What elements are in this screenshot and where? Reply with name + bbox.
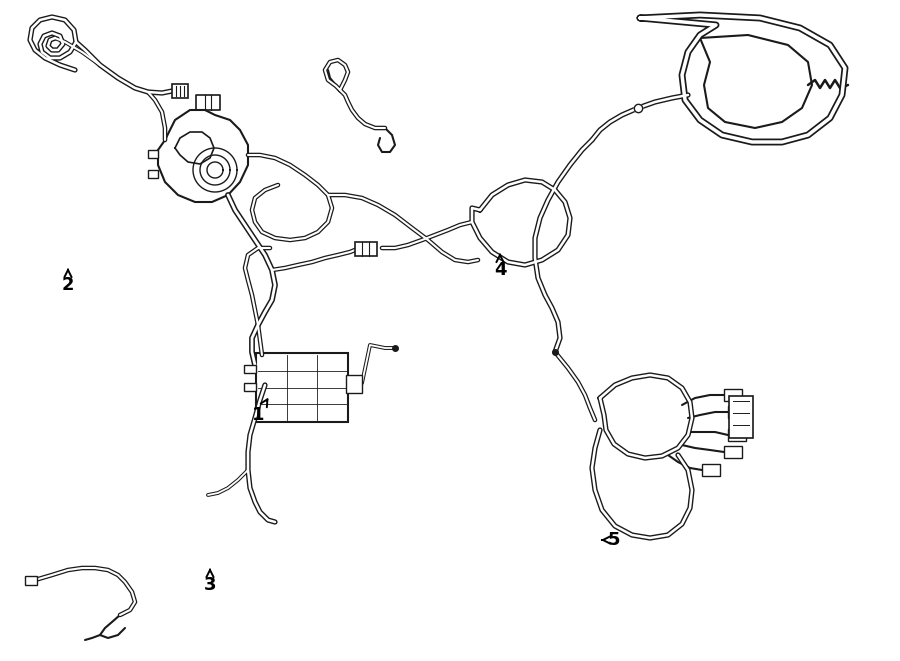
- Text: 4: 4: [494, 254, 506, 279]
- FancyBboxPatch shape: [724, 446, 742, 458]
- FancyBboxPatch shape: [724, 389, 742, 401]
- FancyBboxPatch shape: [728, 406, 746, 418]
- FancyBboxPatch shape: [244, 365, 256, 373]
- Text: 3: 3: [203, 570, 216, 594]
- FancyBboxPatch shape: [728, 429, 746, 441]
- FancyBboxPatch shape: [25, 576, 37, 585]
- FancyBboxPatch shape: [702, 464, 720, 476]
- FancyBboxPatch shape: [172, 84, 188, 98]
- FancyBboxPatch shape: [148, 170, 158, 178]
- FancyBboxPatch shape: [346, 375, 362, 393]
- FancyBboxPatch shape: [244, 383, 256, 391]
- FancyBboxPatch shape: [355, 242, 377, 256]
- Text: 1: 1: [252, 399, 267, 424]
- FancyBboxPatch shape: [729, 396, 753, 438]
- FancyBboxPatch shape: [148, 150, 158, 158]
- Text: 5: 5: [602, 531, 620, 549]
- FancyBboxPatch shape: [256, 353, 348, 422]
- Text: 2: 2: [62, 270, 74, 294]
